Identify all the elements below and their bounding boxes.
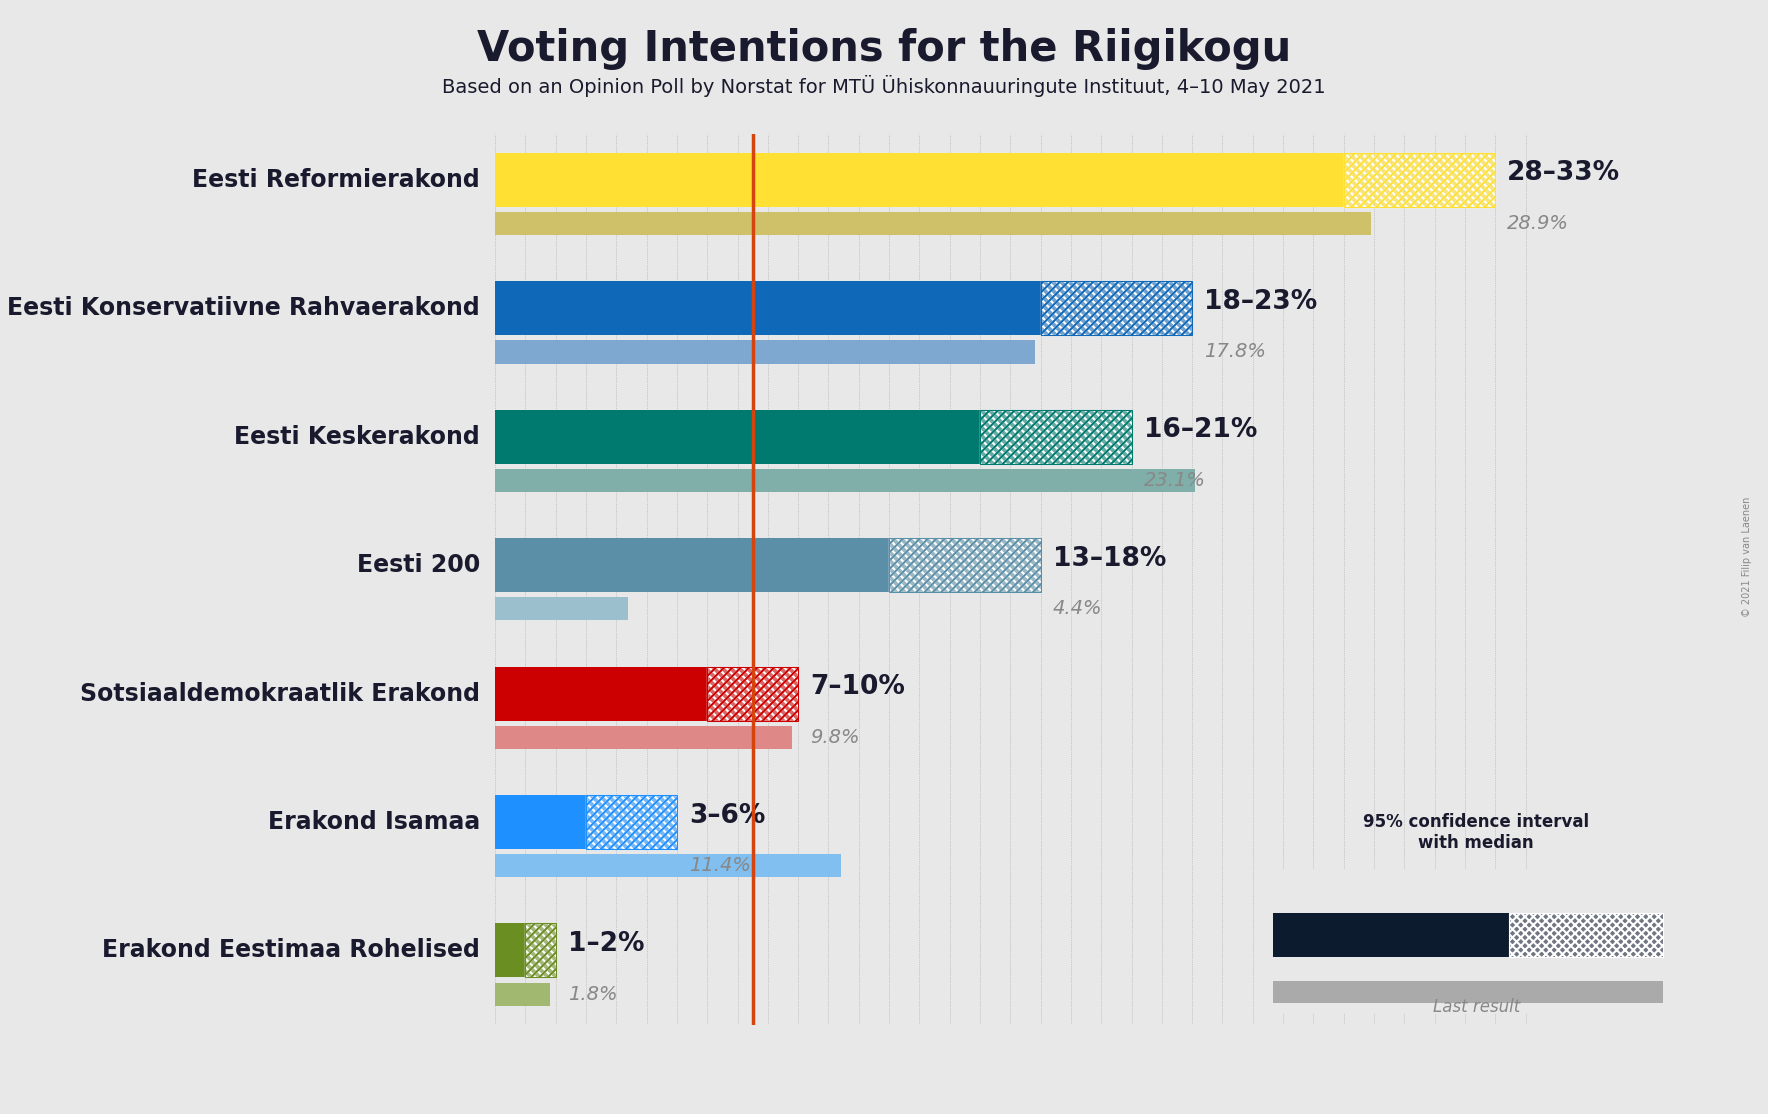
Text: 1.8%: 1.8% bbox=[568, 985, 617, 1004]
Bar bbox=[495, 538, 889, 593]
Bar bbox=[525, 924, 555, 977]
Text: 3–6%: 3–6% bbox=[690, 802, 766, 829]
Text: 23.1%: 23.1% bbox=[1144, 471, 1206, 490]
Bar bbox=[979, 410, 1132, 463]
Bar bbox=[585, 795, 677, 849]
Bar bbox=[495, 410, 979, 463]
Text: Eesti Konservatiivne Rahvaerakond: Eesti Konservatiivne Rahvaerakond bbox=[7, 296, 479, 321]
Text: 9.8%: 9.8% bbox=[810, 727, 859, 746]
Bar bbox=[495, 597, 628, 620]
Bar bbox=[707, 666, 797, 721]
Bar bbox=[889, 538, 1041, 593]
Bar bbox=[979, 410, 1132, 463]
Bar bbox=[525, 924, 555, 977]
Bar bbox=[1273, 980, 1664, 1003]
Bar bbox=[495, 153, 1344, 207]
Bar bbox=[585, 795, 677, 849]
Bar bbox=[525, 924, 555, 977]
Text: 28–33%: 28–33% bbox=[1508, 160, 1621, 186]
Bar bbox=[1041, 282, 1192, 335]
Bar bbox=[495, 666, 707, 721]
Text: 16–21%: 16–21% bbox=[1144, 418, 1257, 443]
Bar bbox=[495, 795, 585, 849]
Text: Last result: Last result bbox=[1432, 998, 1520, 1016]
Text: Erakond Eestimaa Rohelised: Erakond Eestimaa Rohelised bbox=[103, 938, 479, 962]
Bar bbox=[495, 212, 1370, 235]
Bar bbox=[495, 983, 550, 1006]
Bar bbox=[495, 341, 1034, 363]
Text: 95% confidence interval
with median: 95% confidence interval with median bbox=[1363, 813, 1589, 852]
Bar bbox=[495, 282, 1041, 335]
Bar bbox=[707, 666, 797, 721]
Bar bbox=[979, 410, 1132, 463]
Bar bbox=[1344, 153, 1496, 207]
Bar bbox=[495, 725, 792, 749]
Text: 4.4%: 4.4% bbox=[1052, 599, 1101, 618]
Bar bbox=[1508, 912, 1664, 957]
Text: © 2021 Filip van Laenen: © 2021 Filip van Laenen bbox=[1741, 497, 1752, 617]
Text: Eesti Reformierakond: Eesti Reformierakond bbox=[193, 168, 479, 192]
Text: 1–2%: 1–2% bbox=[568, 931, 644, 957]
Text: Based on an Opinion Poll by Norstat for MTÜ Ühiskonnauuringute Instituut, 4–10 M: Based on an Opinion Poll by Norstat for … bbox=[442, 75, 1326, 97]
Text: 18–23%: 18–23% bbox=[1204, 289, 1317, 315]
Text: Erakond Isamaa: Erakond Isamaa bbox=[267, 810, 479, 834]
Bar bbox=[707, 666, 797, 721]
Bar bbox=[495, 924, 525, 977]
Text: 28.9%: 28.9% bbox=[1508, 214, 1570, 233]
Bar bbox=[1273, 912, 1508, 957]
Text: Voting Intentions for the Riigikogu: Voting Intentions for the Riigikogu bbox=[477, 28, 1291, 70]
Text: 11.4%: 11.4% bbox=[690, 857, 751, 876]
Bar bbox=[585, 795, 677, 849]
Bar bbox=[889, 538, 1041, 593]
Text: 7–10%: 7–10% bbox=[810, 674, 905, 700]
Text: Eesti Keskerakond: Eesti Keskerakond bbox=[233, 424, 479, 449]
Bar bbox=[1041, 282, 1192, 335]
Text: 13–18%: 13–18% bbox=[1052, 546, 1167, 571]
Bar bbox=[1041, 282, 1192, 335]
Bar bbox=[1508, 912, 1664, 957]
Bar bbox=[1344, 153, 1496, 207]
Bar bbox=[495, 854, 840, 877]
Text: Eesti 200: Eesti 200 bbox=[357, 554, 479, 577]
Text: Sotsiaaldemokraatlik Erakond: Sotsiaaldemokraatlik Erakond bbox=[80, 682, 479, 705]
Text: 17.8%: 17.8% bbox=[1204, 342, 1266, 361]
Bar bbox=[889, 538, 1041, 593]
Bar bbox=[1344, 153, 1496, 207]
Bar bbox=[495, 469, 1195, 492]
